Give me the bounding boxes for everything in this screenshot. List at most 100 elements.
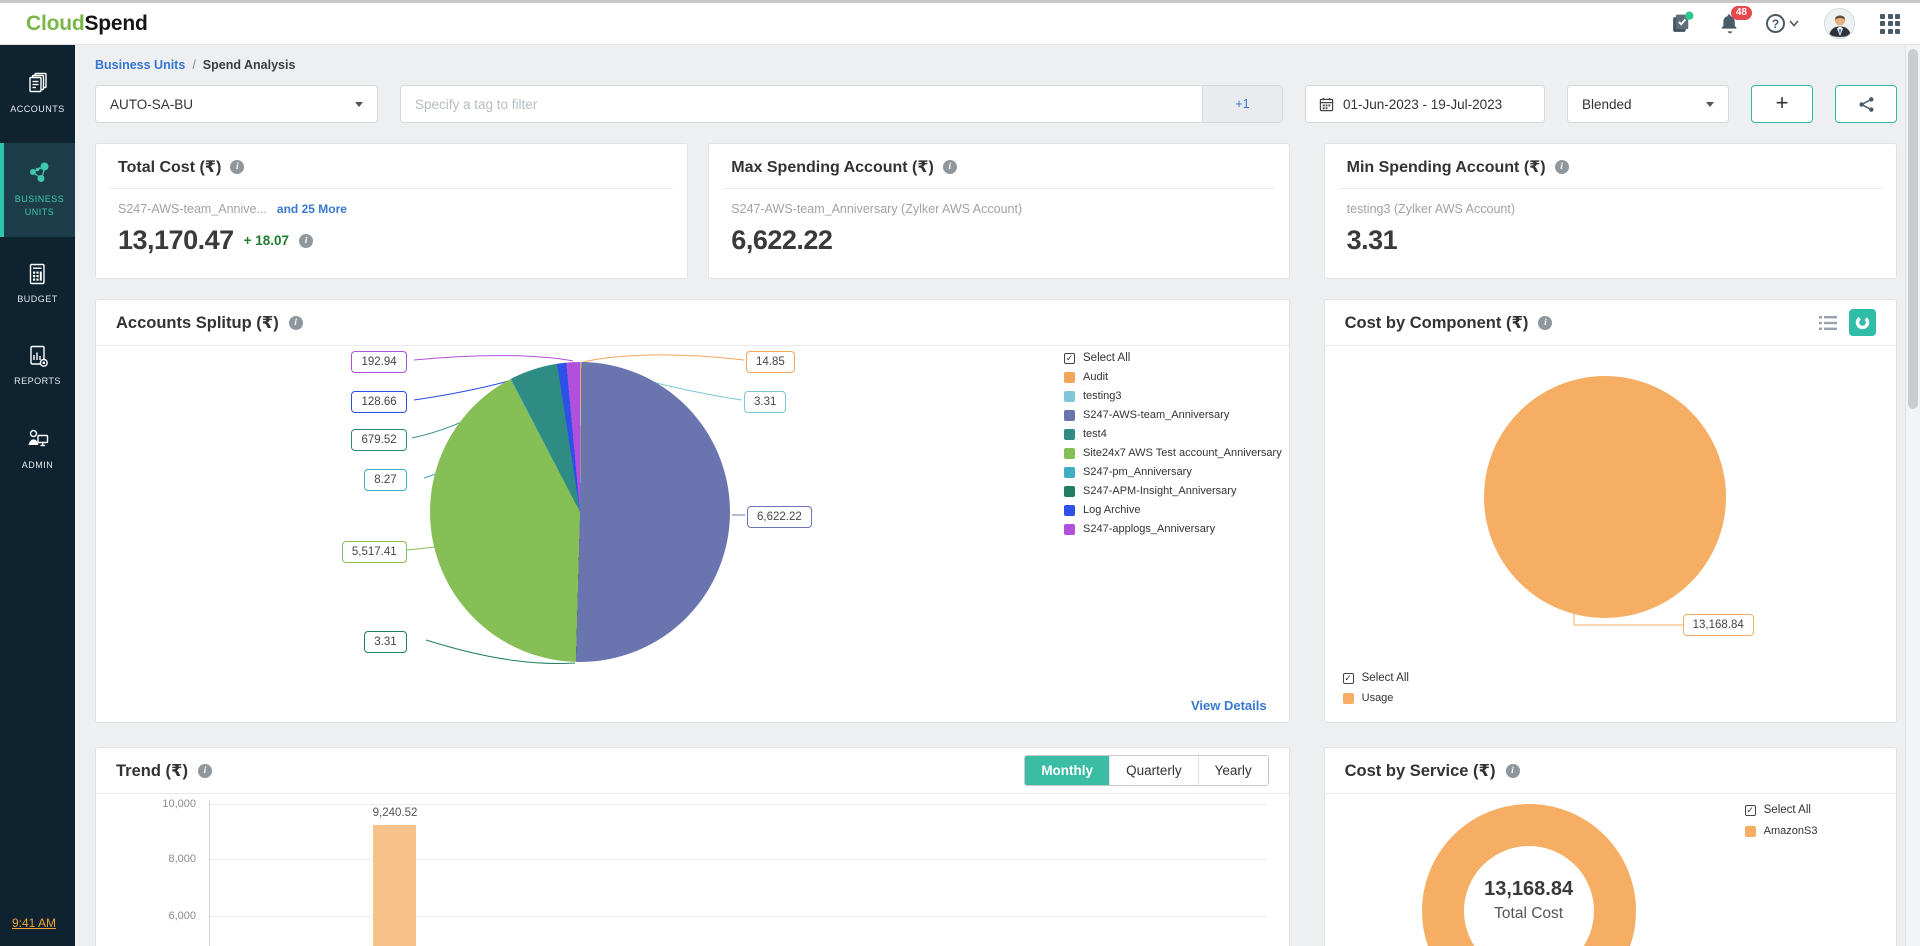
tag-filter-input[interactable] — [401, 86, 1202, 122]
tasks-icon[interactable] — [1669, 11, 1694, 36]
time-link[interactable]: 9:41 AM — [12, 916, 57, 930]
legend-item[interactable]: test4 — [1064, 428, 1282, 440]
list-view-icon[interactable] — [1819, 315, 1837, 331]
legend-item[interactable]: S247-APM-Insight_Anniversary — [1064, 485, 1282, 497]
budget-icon — [29, 263, 45, 285]
sidebar-item-budget[interactable]: BUDGET — [0, 249, 75, 319]
legend-item[interactable]: Usage — [1342, 692, 1409, 704]
add-button[interactable]: + — [1751, 85, 1813, 123]
total-cost-card: Total Cost (₹) i S247-AWS-team_Annive...… — [95, 143, 689, 279]
callout-audit: 14.85 — [746, 351, 795, 374]
info-icon[interactable]: i — [299, 233, 314, 248]
info-icon[interactable]: i — [197, 763, 212, 778]
business-units-icon — [30, 162, 49, 183]
info-icon[interactable]: i — [230, 160, 245, 174]
page-scrollbar[interactable] — [1905, 45, 1920, 946]
legend-item[interactable]: S247-applogs_Anniversary — [1064, 523, 1282, 535]
sidebar-label-budget: BUDGET — [17, 294, 58, 305]
info-icon[interactable]: i — [288, 315, 303, 330]
info-icon[interactable]: i — [1505, 763, 1520, 778]
accounts-splitup-chart: 192.94 128.66 679.52 8.27 5,517.41 3.31 … — [96, 346, 1289, 722]
sidebar-label-business-units: BUSINESS UNITS — [14, 194, 65, 218]
y-tick: 8,000 — [168, 853, 196, 865]
legend-item[interactable]: AmazonS3 — [1744, 825, 1817, 837]
user-avatar[interactable] — [1824, 8, 1855, 39]
legend-swatch — [1342, 692, 1354, 704]
info-icon[interactable]: i — [1538, 315, 1553, 330]
sidebar-item-accounts[interactable]: ACCOUNTS — [0, 57, 75, 129]
max-spending-card: Max Spending Account (₹) i S247-AWS-team… — [708, 143, 1290, 279]
min-spending-account: testing3 (Zylker AWS Account) — [1346, 202, 1515, 216]
cloudspend-logo: CloudSpend — [26, 12, 148, 36]
legend-select-all[interactable]: Select All — [1064, 352, 1282, 364]
callout-aws-team: 6,622.22 — [747, 506, 812, 529]
callout-pm: 8.27 — [364, 469, 407, 492]
callout-testing3: 3.31 — [744, 391, 787, 414]
sidebar-item-admin[interactable]: ADMIN — [0, 413, 75, 485]
summary-cards: Total Cost (₹) i S247-AWS-team_Annive...… — [95, 143, 1897, 279]
legend-select-all[interactable]: Select All — [1342, 672, 1409, 684]
date-range-value: 01-Jun-2023 - 19-Jul-2023 — [1343, 96, 1503, 112]
apps-grid-icon[interactable] — [1880, 13, 1900, 34]
trend-bar[interactable] — [373, 825, 416, 946]
legend-item[interactable]: S247-AWS-team_Anniversary — [1064, 409, 1282, 421]
donut-chart-icon — [1855, 315, 1870, 330]
info-icon[interactable]: i — [1554, 160, 1569, 174]
bar-value-label: 9,240.52 — [372, 807, 418, 819]
top-bar: CloudSpend 48 ? — [0, 0, 1920, 45]
legend-item[interactable]: Site24x7 AWS Test account_Anniversary — [1064, 447, 1282, 459]
max-spending-account: S247-AWS-team_Anniversary (Zylker AWS Ac… — [731, 202, 1023, 216]
cost-by-service-legend: Select All AmazonS3 — [1744, 804, 1818, 837]
breadcrumb: Business Units / Spend Analysis — [95, 58, 1897, 72]
gridline — [209, 916, 1267, 917]
legend-select-all[interactable]: Select All — [1744, 804, 1818, 816]
share-button[interactable] — [1835, 85, 1897, 123]
accounts-splitup-panel: Accounts Splitup (₹) i 192.94 128. — [95, 299, 1290, 723]
view-details-link[interactable]: View Details — [1190, 698, 1267, 713]
total-cost-value: 13,170.47 — [118, 225, 234, 255]
callout-apm-insight: 3.31 — [364, 631, 407, 654]
cost-by-component-panel: Cost by Component (₹) i — [1323, 299, 1897, 723]
toggle-quarterly[interactable]: Quarterly — [1109, 756, 1198, 785]
donut-center-text: 13,168.84 Total Cost — [1422, 876, 1636, 925]
cost-by-service-chart: Select All AmazonS3 13,168.84 Total Cost — [1325, 794, 1896, 946]
scrollbar-thumb[interactable] — [1908, 49, 1918, 409]
legend-swatch — [1064, 390, 1075, 402]
donut-view-button[interactable] — [1849, 309, 1876, 336]
divider — [723, 188, 1275, 189]
more-accounts-link[interactable]: and 25 More — [276, 202, 347, 216]
min-spending-card: Min Spending Account (₹) i testing3 (Zyl… — [1323, 143, 1897, 279]
cost-by-component-pie[interactable] — [1483, 376, 1726, 618]
gridline — [209, 859, 1267, 860]
sidebar-item-business-units[interactable]: BUSINESS UNITS — [0, 143, 75, 238]
toggle-monthly[interactable]: Monthly — [1025, 756, 1110, 785]
help-icon: ? — [1766, 14, 1785, 33]
cost-by-component-title: Cost by Component (₹) — [1344, 313, 1529, 332]
legend-item[interactable]: testing3 — [1064, 390, 1282, 402]
logo-part-cloud: Cloud — [26, 11, 85, 35]
callout-site24x7: 5,517.41 — [341, 541, 407, 564]
legend-item[interactable]: Audit — [1064, 371, 1282, 383]
toggle-yearly[interactable]: Yearly — [1197, 756, 1268, 785]
tag-more-badge[interactable]: +1 — [1202, 86, 1282, 122]
business-unit-selector[interactable]: AUTO-SA-BU — [95, 85, 378, 123]
info-icon[interactable]: i — [942, 160, 957, 174]
cost-view-value: Blended — [1582, 96, 1632, 112]
cost-by-service-panel: Cost by Service (₹) i Select All AmazonS… — [1323, 747, 1897, 946]
main-area: Business Units / Spend Analysis AUTO-SA-… — [75, 45, 1905, 946]
cost-view-selector[interactable]: Blended — [1567, 85, 1729, 123]
legend-item[interactable]: Log Archive — [1064, 504, 1282, 516]
legend-swatch — [1064, 523, 1075, 535]
notifications-bell-icon[interactable]: 48 — [1719, 5, 1752, 35]
sidebar-label-reports: REPORTS — [14, 376, 61, 387]
chevron-down-icon — [1789, 20, 1799, 27]
cost-by-component-legend: Select All Usage — [1342, 672, 1409, 704]
max-spending-value: 6,622.22 — [731, 225, 833, 255]
legend-item[interactable]: S247-pm_Anniversary — [1064, 466, 1282, 478]
trend-period-toggle: Monthly Quarterly Yearly — [1024, 755, 1269, 786]
date-range-picker[interactable]: 01-Jun-2023 - 19-Jul-2023 — [1305, 85, 1545, 123]
help-menu[interactable]: ? — [1766, 14, 1799, 33]
accounts-splitup-pie[interactable] — [430, 362, 730, 662]
breadcrumb-business-units[interactable]: Business Units — [95, 58, 186, 72]
sidebar-item-reports[interactable]: REPORTS — [0, 331, 75, 401]
